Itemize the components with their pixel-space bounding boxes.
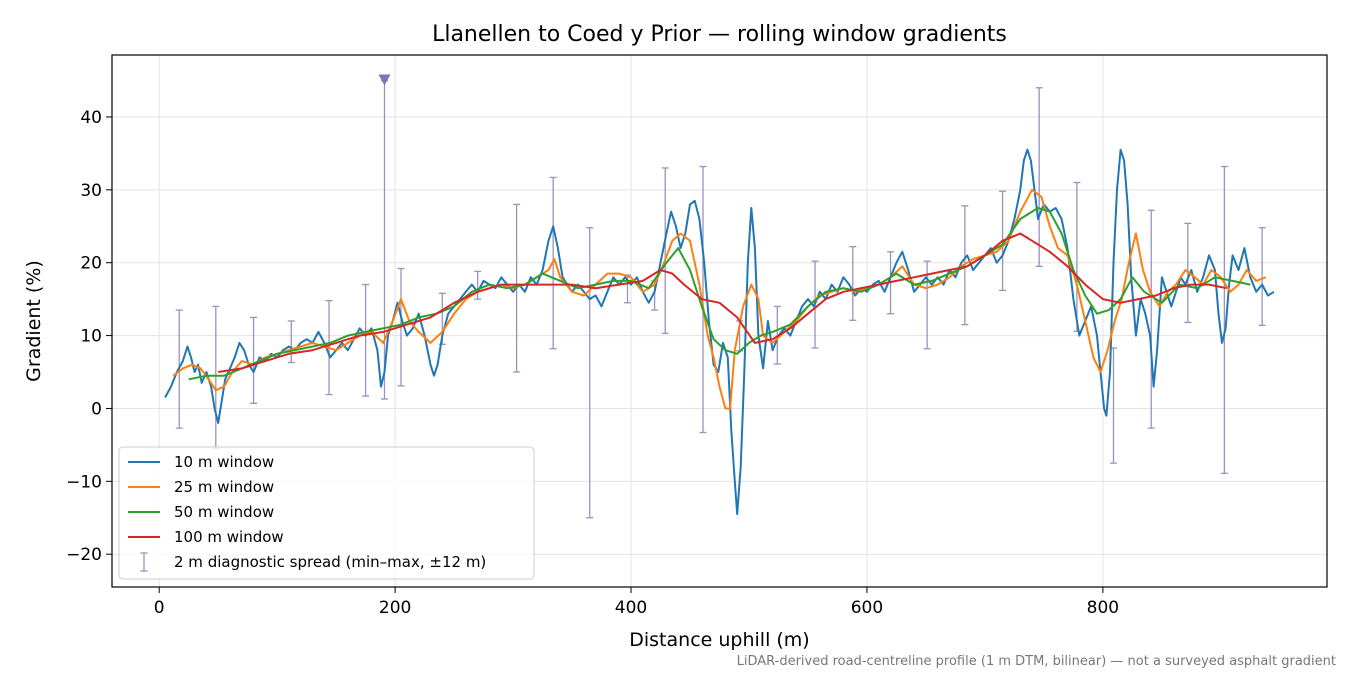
legend-label: 25 m window: [174, 478, 274, 496]
errorbar: [1258, 227, 1266, 327]
legend-label: 100 m window: [174, 528, 284, 546]
errorbar: [250, 316, 258, 405]
errorbar: [849, 246, 857, 321]
errorbar: [362, 283, 370, 397]
legend: 10 m window 25 m window 50 m window 100 m w…: [118, 446, 535, 580]
footnote: LiDAR-derived road-centreline profile (1…: [737, 654, 1336, 669]
y-tick-label: 40: [80, 108, 102, 128]
y-tick-label: 10: [80, 327, 102, 347]
legend-box: [118, 446, 535, 580]
legend-label: 10 m window: [174, 453, 274, 471]
axis-ticks: 0 200 400 600 800 −20 −10 0 10 20 30 40: [66, 108, 1119, 618]
errorbar: [474, 270, 482, 300]
x-tick-label: 600: [851, 598, 883, 618]
errorbar: [287, 320, 295, 364]
y-tick-label: −20: [66, 545, 102, 565]
errorbar: [1035, 87, 1043, 267]
y-tick-label: 20: [80, 254, 102, 274]
legend-label: 50 m window: [174, 503, 274, 521]
y-tick-label: 0: [91, 399, 102, 419]
series-line: [164, 148, 1275, 516]
clipped-marker-triangle: [378, 74, 391, 86]
y-tick-label: 30: [80, 181, 102, 201]
grid: [112, 55, 1327, 587]
x-tick-label: 0: [154, 598, 165, 618]
x-axis-label: Distance uphill (m): [629, 629, 809, 651]
series-layer: [164, 148, 1275, 516]
errorbar: [1147, 209, 1155, 429]
x-tick-label: 200: [379, 598, 411, 618]
x-tick-label: 400: [615, 598, 647, 618]
chart-title: Llanellen to Coed y Prior — rolling wind…: [432, 22, 1007, 47]
legend-label: 2 m diagnostic spread (min–max, ±12 m): [174, 553, 486, 571]
errorbar: [661, 167, 669, 335]
errorbar: [586, 227, 594, 519]
y-axis-label: Gradient (%): [23, 260, 45, 382]
y-tick-label: −10: [66, 472, 102, 492]
plot-frame: [111, 54, 1328, 588]
series-line: [218, 232, 1227, 373]
errorbar: [1220, 165, 1228, 474]
series-line: [188, 207, 1251, 381]
x-tick-label: 800: [1087, 598, 1119, 618]
errorbar: [923, 260, 931, 350]
